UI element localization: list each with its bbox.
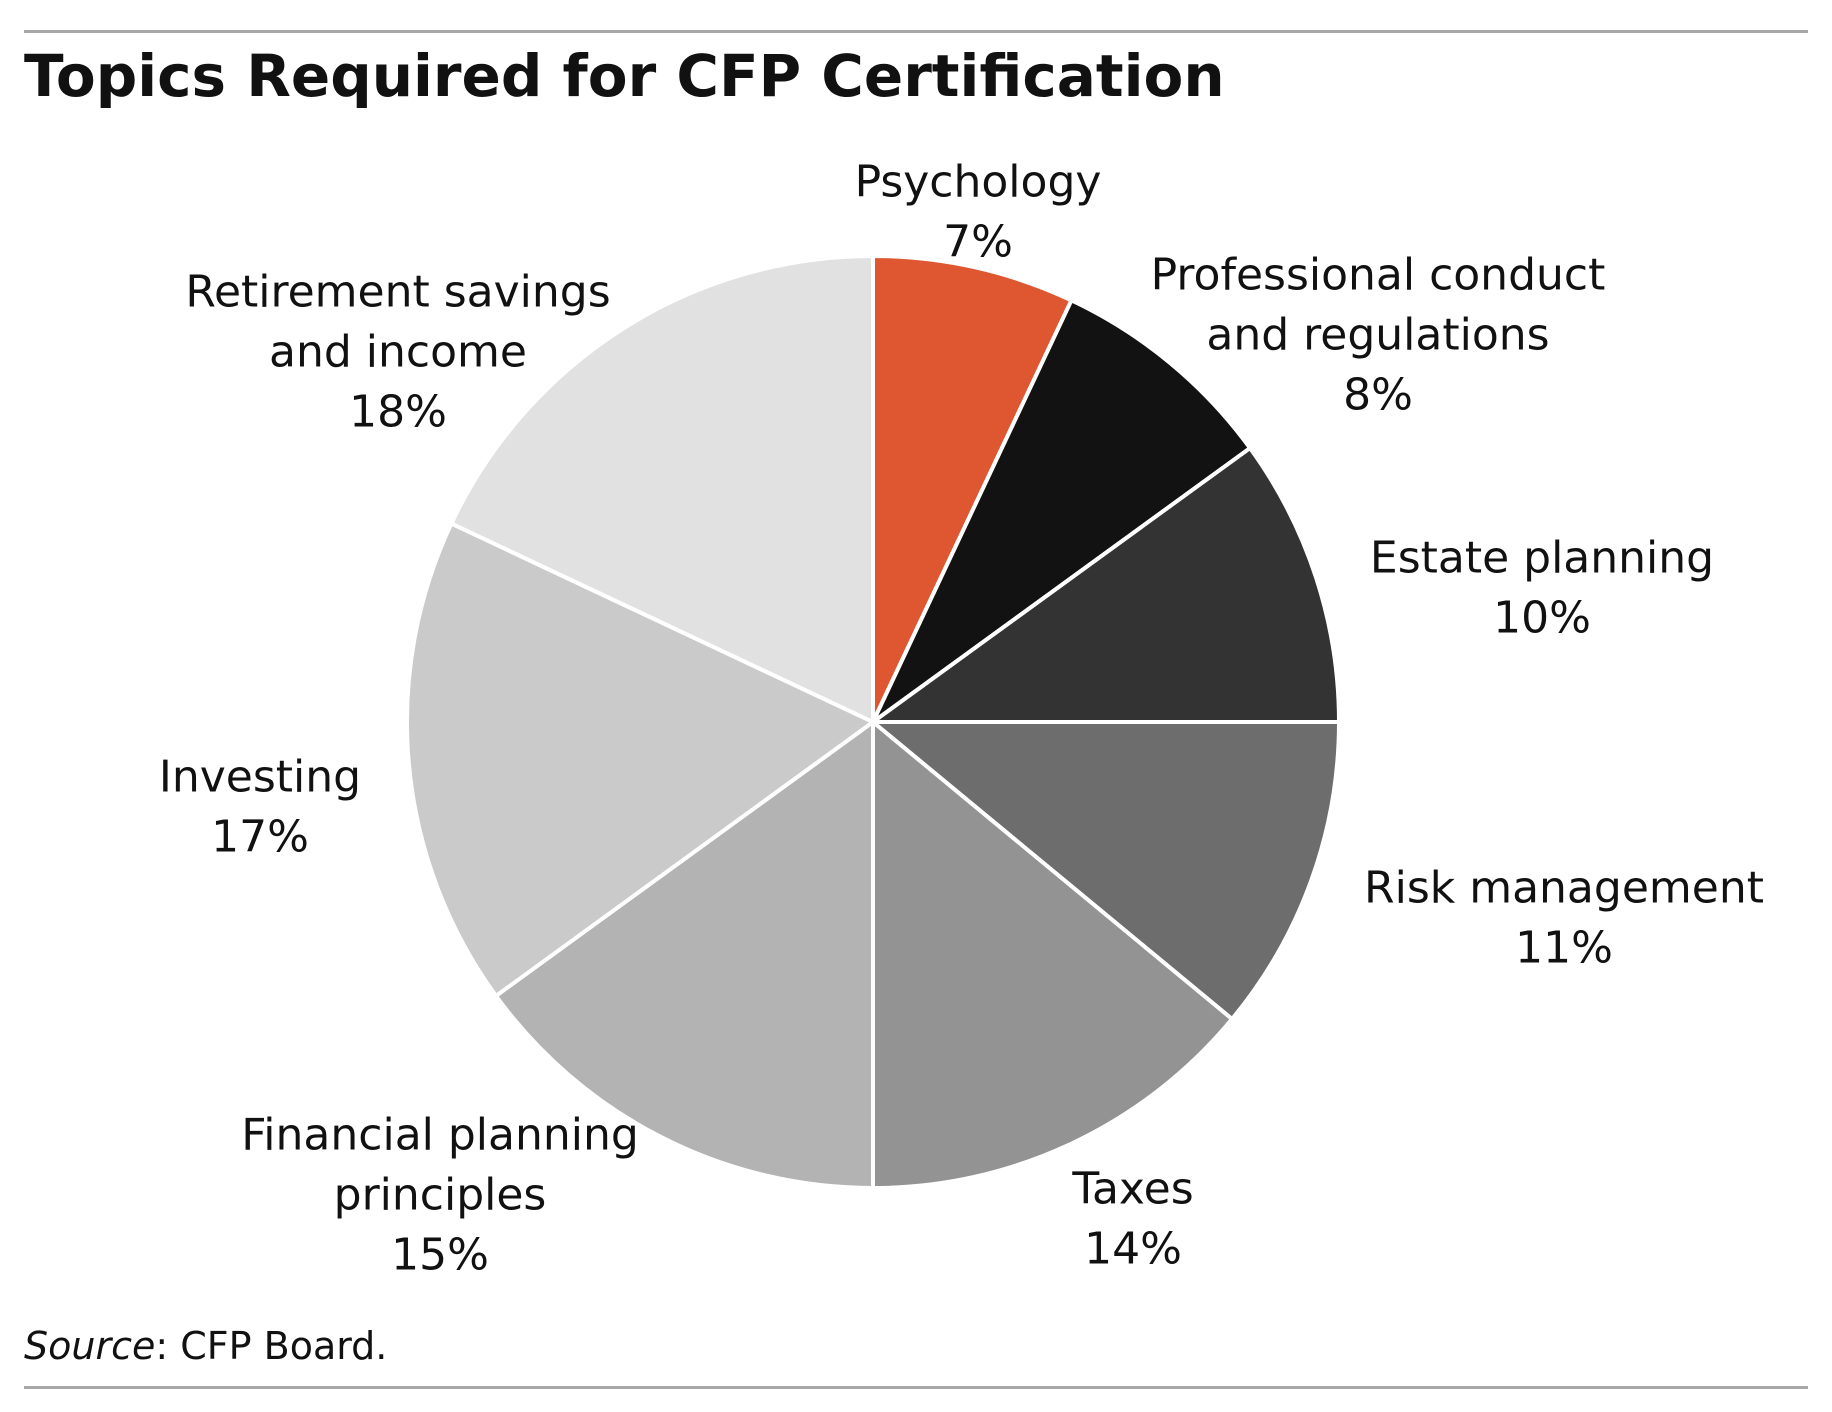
pie-slice [494, 720, 875, 1190]
slice-label: Psychology 7% [855, 156, 1102, 267]
pie-labels: Psychology 7% Professional conduct and regu… [159, 156, 1764, 1280]
slice-label-line: Financial planning [241, 1109, 639, 1160]
slice-value-label: 18% [349, 386, 447, 437]
slice-label: Financial planning principles 15% [241, 1109, 639, 1280]
source-text: : CFP Board. [155, 1324, 388, 1368]
pie-slice [871, 298, 1252, 724]
slice-value-label: 11% [1515, 922, 1613, 973]
source-note: Source: CFP Board. [24, 1322, 387, 1370]
slice-label-line: Estate planning [1370, 532, 1714, 583]
slice-label: Risk management 11% [1364, 862, 1764, 973]
slice-label-line: Taxes [1071, 1163, 1193, 1214]
pie-slice [871, 446, 1341, 724]
slice-label: Taxes 14% [1071, 1163, 1193, 1274]
slice-value-label: 15% [391, 1229, 489, 1280]
slice-label: Retirement savings and income 18% [185, 266, 610, 437]
slice-label-line: Investing [159, 751, 361, 802]
slice-label-line: Retirement savings [185, 266, 610, 317]
slice-label-line: Psychology [855, 156, 1102, 207]
slice-label: Investing 17% [159, 751, 361, 862]
slice-label-line: and regulations [1206, 309, 1549, 360]
slice-label: Professional conduct and regulations 8% [1151, 249, 1606, 420]
slice-value-label: 17% [211, 811, 309, 862]
slice-label-line: Professional conduct [1151, 249, 1606, 300]
pie-slice [871, 720, 1341, 1022]
slice-label-line: and income [269, 326, 527, 377]
bottom-rule [24, 1386, 1808, 1389]
top-rule [24, 30, 1808, 33]
slice-value-label: 7% [943, 216, 1013, 267]
slice-value-label: 10% [1493, 592, 1591, 643]
slice-value-label: 8% [1343, 369, 1413, 420]
pie-slice [449, 254, 875, 724]
slice-label-line: principles [334, 1169, 547, 1220]
slice-value-label: 14% [1084, 1223, 1182, 1274]
slice-label-line: Risk management [1364, 862, 1764, 913]
pie-slice [871, 720, 1235, 1190]
slice-label: Estate planning 10% [1370, 532, 1714, 643]
pie-slice [871, 254, 1074, 724]
pie-slices [405, 254, 1341, 1190]
source-label: Source [24, 1324, 156, 1368]
chart-title: Topics Required for CFP Certification [24, 42, 1225, 110]
pie-slice [405, 521, 875, 998]
